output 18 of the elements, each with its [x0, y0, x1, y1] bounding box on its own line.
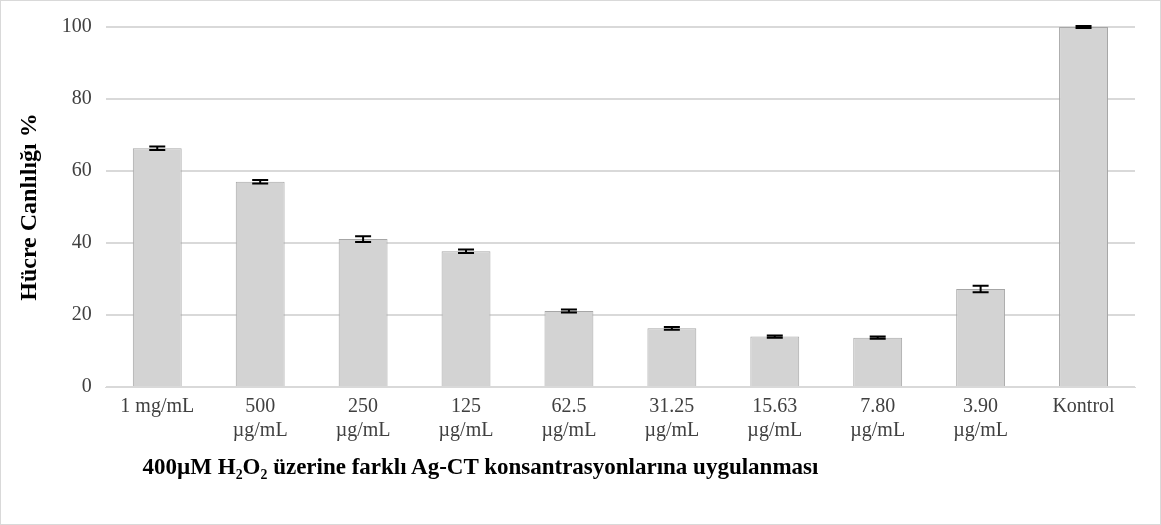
x-tick-label: 500 µg/mL: [232, 394, 288, 442]
y-tick-label: 20: [71, 302, 92, 325]
x-tick-label: 31.25 µg/mL: [644, 394, 700, 442]
x-tick-label: 250 µg/mL: [335, 394, 391, 442]
y-tick-label: 40: [71, 230, 92, 253]
y-tick-label: 80: [71, 86, 92, 109]
x-tick-label: 15.63 µg/mL: [747, 394, 803, 442]
x-axis-title: 400µM H₂O₂ üzerine farklı Ag-CT konsantrasyonlarına uygulanması: [141, 453, 820, 481]
x-tick-label: 1 mg/mL: [120, 394, 195, 418]
y-tick-label: 100: [61, 14, 92, 37]
y-tick-label: 0: [81, 374, 92, 397]
x-tick-label: 62.5 µg/mL: [541, 394, 597, 442]
x-tick-label: 7.80 µg/mL: [850, 394, 906, 442]
y-axis-title: Hücre Canlılığı %: [14, 113, 41, 301]
x-tick-label: 3.90 µg/mL: [953, 394, 1009, 442]
y-tick-label: 60: [71, 158, 92, 181]
x-tick-label: Kontrol: [1052, 394, 1116, 417]
x-tick-label: 125 µg/mL: [438, 394, 494, 442]
